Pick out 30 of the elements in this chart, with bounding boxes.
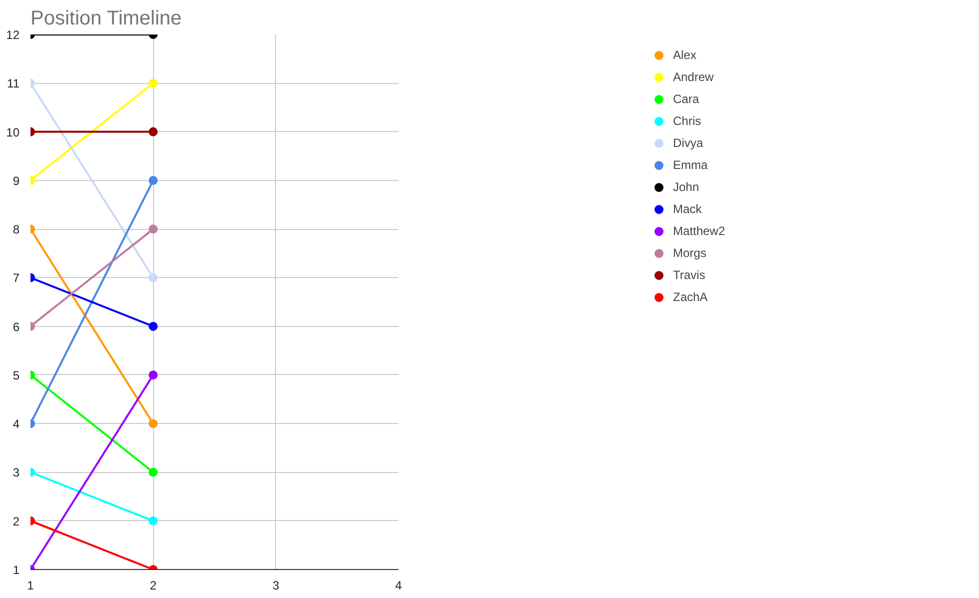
legend-label: Cara <box>672 91 699 108</box>
y-tick-label: 8 <box>12 222 20 237</box>
y-tick-label: 11 <box>7 76 20 91</box>
legend-label: Emma <box>672 157 708 174</box>
y-tick-label: 12 <box>6 28 20 42</box>
y-tick-label: 7 <box>12 271 20 286</box>
chart-title: Position Timeline <box>30 8 182 30</box>
y-tick-label: 9 <box>12 174 20 188</box>
y-tick-label: 5 <box>12 368 20 382</box>
y-tick-label: 3 <box>12 466 20 480</box>
legend-label: John <box>672 179 700 196</box>
legend-label: Travis <box>672 267 706 284</box>
x-tick-label: 4 <box>395 578 402 592</box>
legend-label: ZachA <box>672 289 708 306</box>
legend-label: Matthew2 <box>672 223 726 240</box>
legend-label: Chris <box>672 113 701 130</box>
y-tick-label: 2 <box>12 514 20 528</box>
x-tick-label: 2 <box>150 578 157 592</box>
legend-label: Divya <box>672 135 703 152</box>
legend-label: Alex <box>672 47 696 64</box>
legend-label: Andrew <box>672 69 714 86</box>
y-tick-label: 1 <box>12 563 20 577</box>
x-tick-label: 1 <box>27 578 34 592</box>
legend-label: Mack <box>672 201 702 218</box>
y-tick-label: 10 <box>6 125 20 140</box>
legend-label: Morgs <box>672 245 706 262</box>
x-tick-label: 3 <box>272 578 280 592</box>
point <box>148 370 158 380</box>
y-tick-label: 6 <box>12 320 20 334</box>
y-tick-label: 4 <box>12 417 20 432</box>
